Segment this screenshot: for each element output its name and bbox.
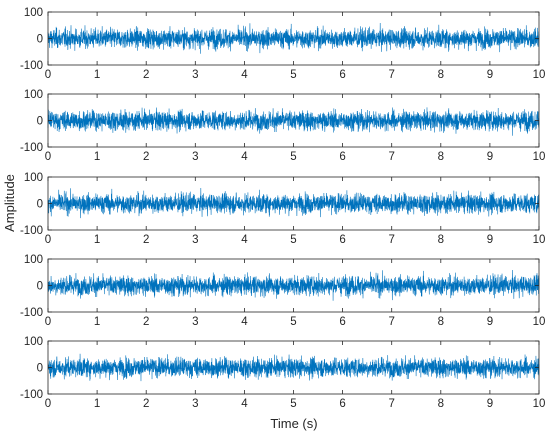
x-tick-label-4-8: 8: [438, 316, 444, 328]
x-tick-label-1-1: 1: [94, 69, 100, 81]
y-tick-label-4-0: 0: [37, 281, 43, 293]
x-tick-label-3-7: 7: [388, 234, 394, 246]
y-tick-label-1-0: 0: [37, 34, 43, 46]
x-tick-label-3-10: 10: [533, 234, 546, 246]
x-tick-label-2-5: 5: [290, 151, 296, 163]
y-tick-label-4-100: 100: [24, 254, 43, 266]
x-tick-label-3-2: 2: [143, 234, 149, 246]
x-tick-label-2-9: 9: [487, 151, 493, 163]
signal-trace-1: [47, 23, 540, 54]
x-tick-label-1-4: 4: [241, 69, 248, 81]
x-tick-label-5-1: 1: [94, 398, 100, 410]
x-tick-label-2-10: 10: [533, 151, 546, 163]
x-tick-label-5-7: 7: [388, 398, 394, 410]
x-tick-label-1-2: 2: [143, 69, 149, 81]
x-tick-label-5-8: 8: [438, 398, 444, 410]
x-tick-label-5-10: 10: [533, 398, 546, 410]
y-tick-label-3-0: 0: [37, 199, 43, 211]
x-tick-label-4-2: 2: [143, 316, 149, 328]
x-tick-label-1-0: 0: [45, 69, 51, 81]
x-tick-label-5-3: 3: [192, 398, 198, 410]
x-tick-label-2-6: 6: [339, 151, 345, 163]
x-tick-label-1-8: 8: [438, 69, 444, 81]
x-tick-label-2-2: 2: [143, 151, 149, 163]
x-tick-label-5-5: 5: [290, 398, 296, 410]
y-tick-label-2-0: 0: [37, 116, 43, 128]
x-tick-label-4-7: 7: [388, 316, 394, 328]
y-tick-label-1-100: 100: [24, 7, 43, 19]
x-tick-label-2-3: 3: [192, 151, 198, 163]
x-axis-label: Time (s): [270, 416, 317, 431]
y-tick-label-2-100: 100: [24, 89, 43, 101]
x-tick-label-3-3: 3: [192, 234, 198, 246]
x-tick-label-4-9: 9: [487, 316, 493, 328]
x-tick-label-1-10: 10: [533, 69, 546, 81]
x-tick-label-4-5: 5: [290, 316, 296, 328]
x-tick-label-4-4: 4: [241, 316, 248, 328]
y-tick-label-3-100: 100: [24, 172, 43, 184]
y-tick-label-4--100: -100: [20, 307, 43, 319]
x-tick-label-3-1: 1: [94, 234, 100, 246]
signal-trace-2: [47, 107, 540, 136]
x-tick-label-5-0: 0: [45, 398, 51, 410]
x-tick-label-1-3: 3: [192, 69, 198, 81]
x-tick-label-4-3: 3: [192, 316, 198, 328]
x-tick-label-2-4: 4: [241, 151, 248, 163]
signal-trace-3: [47, 188, 540, 219]
x-tick-label-4-10: 10: [533, 316, 546, 328]
signal-trace-5: [47, 353, 540, 382]
x-tick-label-1-6: 6: [339, 69, 345, 81]
x-tick-label-1-7: 7: [388, 69, 394, 81]
x-tick-label-4-1: 1: [94, 316, 100, 328]
x-tick-label-4-0: 0: [45, 316, 51, 328]
x-tick-label-3-6: 6: [339, 234, 345, 246]
x-tick-label-3-9: 9: [487, 234, 493, 246]
signal-trace-4: [47, 270, 540, 301]
x-tick-label-5-6: 6: [339, 398, 345, 410]
x-tick-label-3-4: 4: [241, 234, 248, 246]
y-tick-label-3--100: -100: [20, 225, 43, 237]
y-tick-label-5-100: 100: [24, 336, 43, 348]
y-tick-label-5-0: 0: [37, 363, 43, 375]
x-tick-label-5-9: 9: [487, 398, 493, 410]
x-tick-label-2-8: 8: [438, 151, 444, 163]
x-tick-label-4-6: 6: [339, 316, 345, 328]
x-tick-label-5-2: 2: [143, 398, 149, 410]
x-tick-label-1-5: 5: [290, 69, 296, 81]
x-tick-label-5-4: 4: [241, 398, 248, 410]
x-tick-label-3-5: 5: [290, 234, 296, 246]
x-tick-label-2-0: 0: [45, 151, 51, 163]
y-tick-label-5--100: -100: [20, 389, 43, 401]
x-tick-label-1-9: 9: [487, 69, 493, 81]
y-tick-label-2--100: -100: [20, 142, 43, 154]
x-tick-label-2-7: 7: [388, 151, 394, 163]
x-tick-label-3-8: 8: [438, 234, 444, 246]
x-tick-label-2-1: 1: [94, 151, 100, 163]
y-axis-label: Amplitude: [2, 174, 17, 232]
y-tick-label-1--100: -100: [20, 60, 43, 72]
x-tick-label-3-0: 0: [45, 234, 51, 246]
